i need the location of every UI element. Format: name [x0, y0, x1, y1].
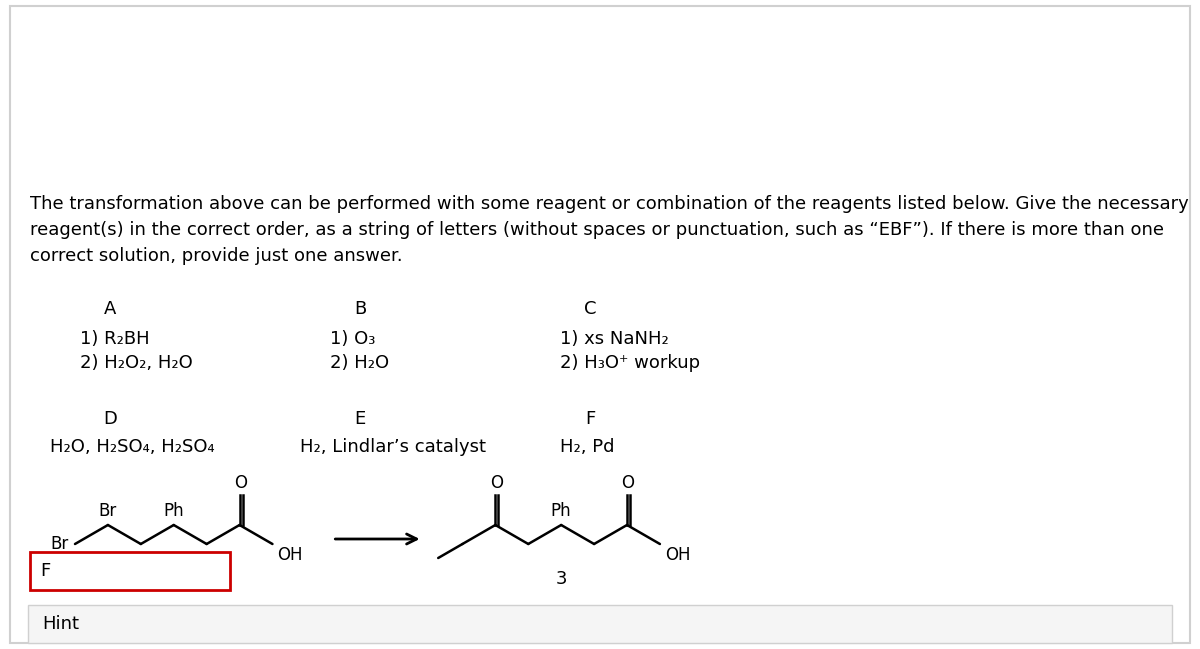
Text: E: E — [354, 410, 366, 428]
Text: OH: OH — [665, 546, 690, 564]
Text: reagent(s) in the correct order, as a string of letters (without spaces or punct: reagent(s) in the correct order, as a st… — [30, 221, 1164, 239]
Text: OH: OH — [277, 546, 302, 564]
Text: The transformation above can be performed with some reagent or combination of th: The transformation above can be performe… — [30, 195, 1189, 213]
Text: correct solution, provide just one answer.: correct solution, provide just one answe… — [30, 247, 403, 265]
Text: H₂, Pd: H₂, Pd — [560, 438, 614, 456]
Text: B: B — [354, 300, 366, 318]
Text: Ph: Ph — [163, 502, 184, 520]
Text: Br: Br — [50, 535, 70, 553]
Text: 1) R₂BH: 1) R₂BH — [80, 330, 150, 348]
Text: 1: 1 — [168, 570, 180, 588]
Text: F: F — [584, 410, 595, 428]
Text: F: F — [40, 562, 50, 580]
Text: 1) O₃: 1) O₃ — [330, 330, 376, 348]
Text: H₂, Lindlar’s catalyst: H₂, Lindlar’s catalyst — [300, 438, 486, 456]
Text: 3: 3 — [556, 570, 566, 588]
Text: 2) H₃O⁺ workup: 2) H₃O⁺ workup — [560, 354, 700, 372]
Text: H₂O, H₂SO₄, H₂SO₄: H₂O, H₂SO₄, H₂SO₄ — [50, 438, 215, 456]
FancyBboxPatch shape — [30, 552, 230, 590]
Text: 1) xs NaNH₂: 1) xs NaNH₂ — [560, 330, 668, 348]
Text: O: O — [622, 474, 635, 492]
Text: 2) H₂O₂, H₂O: 2) H₂O₂, H₂O — [80, 354, 193, 372]
Text: C: C — [583, 300, 596, 318]
Text: O: O — [490, 474, 503, 492]
Text: O: O — [234, 474, 247, 492]
Bar — [28, 605, 1172, 643]
Text: Hint: Hint — [42, 615, 79, 633]
Text: 2) H₂O: 2) H₂O — [330, 354, 389, 372]
Text: A: A — [104, 300, 116, 318]
Text: Ph: Ph — [551, 502, 571, 520]
Text: Br: Br — [98, 502, 118, 520]
Text: D: D — [103, 410, 116, 428]
